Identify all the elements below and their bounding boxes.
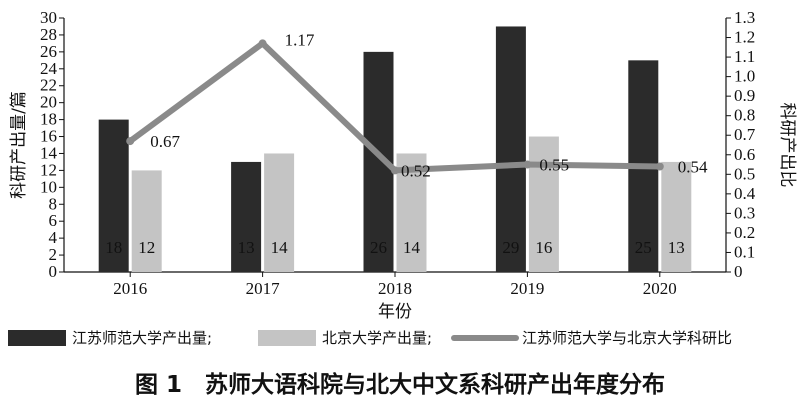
ratio-value-label: 0.52 (401, 161, 431, 180)
bar-jsnu (495, 26, 526, 272)
legend-label-jsnu: 江苏师范大学产出量; (72, 329, 212, 347)
y-tick-label: 18 (40, 110, 57, 129)
figure-caption: 图 1 苏师大语科院与北大中文系科研产出年度分布 (135, 371, 665, 398)
legend: 江苏师范大学产出量; 北京大学产出量; 江苏师范大学与北京大学科研比 (8, 329, 732, 347)
y2-tick-label: 1.1 (734, 47, 755, 66)
bar-value-label: 13 (668, 238, 685, 257)
ratio-point (523, 160, 532, 169)
legend-label-pku: 北京大学产出量; (322, 329, 432, 347)
bar-value-label: 14 (271, 238, 289, 257)
y-tick-label: 6 (49, 211, 58, 230)
y-tick-label: 22 (40, 76, 57, 95)
x-tick-label: 2018 (378, 279, 412, 298)
y-tick-label: 28 (40, 25, 57, 44)
bar-value-label: 26 (370, 238, 387, 257)
bar-jsnu (98, 119, 129, 272)
y-tick-label: 2 (49, 245, 58, 264)
ratio-point (126, 137, 135, 146)
y-tick-label: 20 (40, 93, 57, 112)
y-axis-title: 科研产出量/篇 (9, 91, 29, 199)
x-axis-title: 年份 (378, 302, 412, 322)
bar-pku (661, 161, 692, 272)
y-tick-label: 14 (40, 143, 58, 162)
legend-swatch-pku (258, 330, 316, 346)
y-tick-label: 30 (40, 8, 57, 27)
y2-tick-label: 0.2 (734, 223, 755, 242)
bar-value-label: 29 (502, 238, 519, 257)
ratio-line (127, 40, 663, 174)
bar-pku (264, 153, 295, 272)
x-tick-label: 2016 (113, 279, 147, 298)
bar-value-label: 14 (403, 238, 421, 257)
y2-tick-label: 0.5 (734, 164, 755, 183)
y2-tick-label: 0.1 (734, 242, 755, 261)
y2-axis-title: 科研产出比 (777, 103, 797, 188)
ratio-value-label: 1.17 (285, 30, 315, 49)
legend-swatch-jsnu (8, 330, 66, 346)
y-tick-label: 24 (40, 59, 58, 78)
y2-tick-label: 0.9 (734, 86, 755, 105)
bar-value-label: 16 (535, 238, 552, 257)
labels-layer: 18 13 26 29 25 12 14 14 16 13 (105, 238, 685, 257)
ratio-value-label: 0.54 (678, 157, 708, 176)
legend-label-ratio: 江苏师范大学与北京大学科研比 (522, 329, 732, 347)
x-tick-label: 2017 (246, 279, 281, 298)
y2-tick-label: 1.3 (734, 8, 755, 27)
ratio-point (391, 166, 399, 175)
axes: 02468101214161820222426283000.10.20.30.4… (40, 8, 756, 298)
y2-tick-label: 1.0 (734, 67, 755, 86)
y-tick-label: 4 (49, 228, 58, 247)
y-tick-label: 0 (49, 262, 58, 281)
y2-tick-label: 0.3 (734, 203, 755, 222)
line-layer: 0.67 1.17 0.52 0.55 0.54 (126, 30, 708, 180)
bar-value-label: 18 (105, 238, 122, 257)
bar-pku (528, 136, 559, 272)
y-tick-label: 8 (49, 194, 58, 213)
ratio-value-label: 0.55 (539, 156, 569, 175)
bar-value-label: 12 (138, 238, 155, 257)
bar-jsnu (231, 161, 262, 272)
bar-value-label: 13 (238, 238, 255, 257)
y-tick-label: 16 (40, 127, 57, 146)
ratio-point (258, 39, 267, 48)
y2-tick-label: 1.2 (734, 28, 755, 47)
x-tick-label: 2019 (510, 279, 544, 298)
y2-tick-label: 0.4 (734, 184, 756, 203)
bar-value-label: 25 (635, 238, 652, 257)
ratio-value-label: 0.67 (150, 132, 180, 151)
ratio-point (655, 162, 664, 171)
bar-pku (396, 153, 427, 272)
y-tick-label: 12 (40, 160, 57, 179)
x-tick-label: 2020 (643, 279, 677, 298)
y2-tick-label: 0 (734, 262, 743, 281)
y-tick-label: 10 (40, 177, 57, 196)
y-tick-label: 26 (40, 42, 57, 61)
y2-tick-label: 0.6 (734, 145, 755, 164)
y2-tick-label: 0.8 (734, 106, 755, 125)
bars-layer (98, 26, 692, 273)
bar-pku (131, 170, 162, 272)
y2-tick-label: 0.7 (734, 125, 756, 144)
